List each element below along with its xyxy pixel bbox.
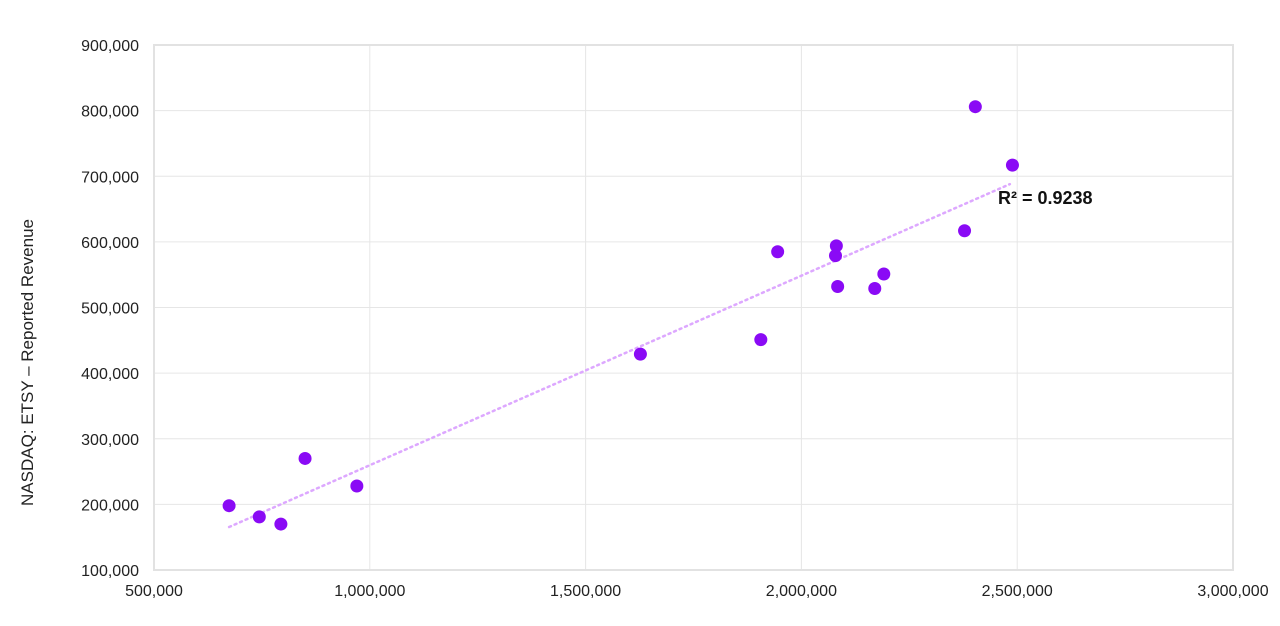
x-tick-label: 2,500,000 — [982, 583, 1053, 600]
y-tick-label: 200,000 — [81, 497, 139, 514]
data-point — [877, 267, 891, 281]
trendline — [227, 182, 1012, 529]
data-point — [829, 239, 843, 253]
x-tick-label: 1,000,000 — [334, 583, 405, 600]
r-squared-annotation: R² = 0.9238 — [998, 188, 1093, 208]
data-point — [868, 281, 882, 295]
y-axis-title: NASDAQ: ETSY – Reported Revenue — [18, 219, 37, 506]
data-point — [298, 451, 312, 465]
x-tick-label: 500,000 — [125, 583, 183, 600]
data-point — [968, 100, 982, 114]
plot-area-border — [153, 44, 1234, 571]
data-point — [252, 510, 266, 524]
y-tick-label: 800,000 — [81, 104, 139, 121]
data-point — [1005, 158, 1019, 172]
data-point — [633, 347, 647, 361]
y-tick-label: 600,000 — [81, 235, 139, 252]
x-tick-label: 2,000,000 — [766, 583, 837, 600]
data-point — [831, 280, 845, 293]
y-tick-label: 500,000 — [81, 301, 139, 318]
y-axis-tick-labels: 100,000 200,000 300,000 400,000 500,000 600,0… — [81, 38, 139, 580]
y-tick-label: 300,000 — [81, 432, 139, 449]
y-tick-label: 900,000 — [81, 38, 139, 55]
data-point — [771, 245, 785, 259]
data-points — [222, 100, 1019, 531]
grid-lines — [153, 44, 1234, 571]
data-point — [754, 333, 768, 347]
data-point — [222, 499, 236, 513]
x-axis-tick-labels: 500,000 1,000,000 1,500,000 2,000,000 2,500,… — [125, 583, 1269, 600]
data-point — [958, 224, 972, 238]
y-tick-label: 700,000 — [81, 169, 139, 186]
x-tick-label: 1,500,000 — [550, 583, 621, 600]
data-point — [350, 479, 364, 493]
data-point — [274, 517, 288, 531]
data-point — [828, 249, 842, 263]
y-tick-label: 400,000 — [81, 366, 139, 383]
x-tick-label: 3,000,000 — [1197, 583, 1268, 600]
y-tick-label: 100,000 — [81, 563, 139, 580]
